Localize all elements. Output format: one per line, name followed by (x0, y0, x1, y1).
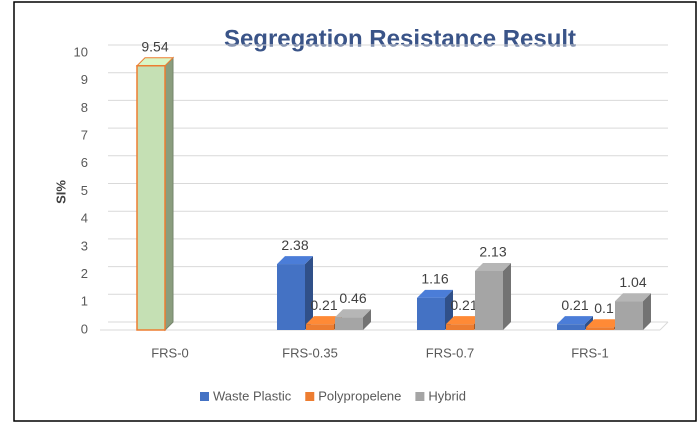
data-label: 0.21 (310, 297, 337, 313)
legend-label: Polypropelene (318, 388, 401, 403)
bar (306, 324, 334, 330)
y-tick-label: 6 (81, 155, 88, 170)
data-label: 0.21 (561, 297, 588, 313)
bar-side (363, 309, 371, 330)
bar-top (615, 293, 651, 302)
bar-group (335, 309, 371, 330)
y-tick-label: 4 (81, 211, 88, 226)
legend-label: Waste Plastic (213, 388, 292, 403)
bar (335, 317, 363, 330)
bar-group (475, 262, 511, 330)
y-tick-label: 9 (81, 72, 88, 87)
y-axis-title: SI% (53, 180, 68, 204)
bar-group (417, 289, 453, 330)
legend-label: Hybrid (428, 388, 466, 403)
data-label: 0.1 (594, 300, 614, 316)
y-tick-label: 3 (81, 238, 88, 253)
legend-swatch (415, 392, 425, 401)
bar-top (475, 262, 511, 271)
bar-top (557, 316, 593, 325)
bar-top (277, 256, 313, 265)
bar (446, 324, 474, 330)
y-tick-label: 5 (81, 183, 88, 198)
chart-border (13, 1, 697, 422)
chart-title: Segregation Resistance Result (224, 25, 576, 52)
data-label: 2.38 (281, 237, 308, 253)
bar-top (335, 309, 371, 318)
bar-group (277, 256, 313, 330)
y-tick-label: 0 (81, 321, 88, 336)
x-tick-label: FRS-0.35 (282, 345, 338, 360)
data-label: 0.21 (450, 297, 477, 313)
data-label: 2.13 (479, 244, 506, 260)
bar-side (643, 293, 651, 330)
legend-swatch (200, 392, 209, 401)
data-label: 0.46 (339, 290, 366, 306)
x-tick-label: FRS-0.7 (426, 345, 474, 360)
y-tick-label: 2 (81, 266, 88, 281)
data-label: 9.54 (141, 38, 168, 54)
x-tick-label: FRS-0 (151, 345, 189, 360)
y-tick-label: 10 (74, 44, 88, 59)
bar-side (503, 262, 511, 330)
x-tick-label: FRS-1 (571, 345, 609, 360)
y-tick-label: 8 (81, 100, 88, 115)
bar (136, 64, 166, 331)
bar (586, 327, 614, 330)
bar-group (135, 56, 175, 332)
bar (475, 270, 503, 330)
bar-side (164, 56, 174, 332)
bar-group (615, 293, 651, 330)
bar-top (417, 289, 453, 298)
y-tick-label: 7 (81, 128, 88, 143)
bar (615, 301, 643, 330)
bar-top (586, 319, 622, 328)
bar-top (446, 316, 482, 325)
bar-top (306, 316, 342, 325)
bar (277, 264, 305, 330)
y-tick-label: 1 (81, 294, 88, 309)
legend: Waste Plastic Polypropelene Hybrid (200, 388, 466, 403)
data-label: 1.04 (619, 274, 646, 290)
bar (417, 297, 445, 330)
bar-side (305, 256, 313, 330)
data-label: 1.16 (421, 271, 448, 287)
bar (557, 324, 585, 330)
floor-edge (659, 321, 669, 331)
legend-swatch (305, 392, 315, 401)
